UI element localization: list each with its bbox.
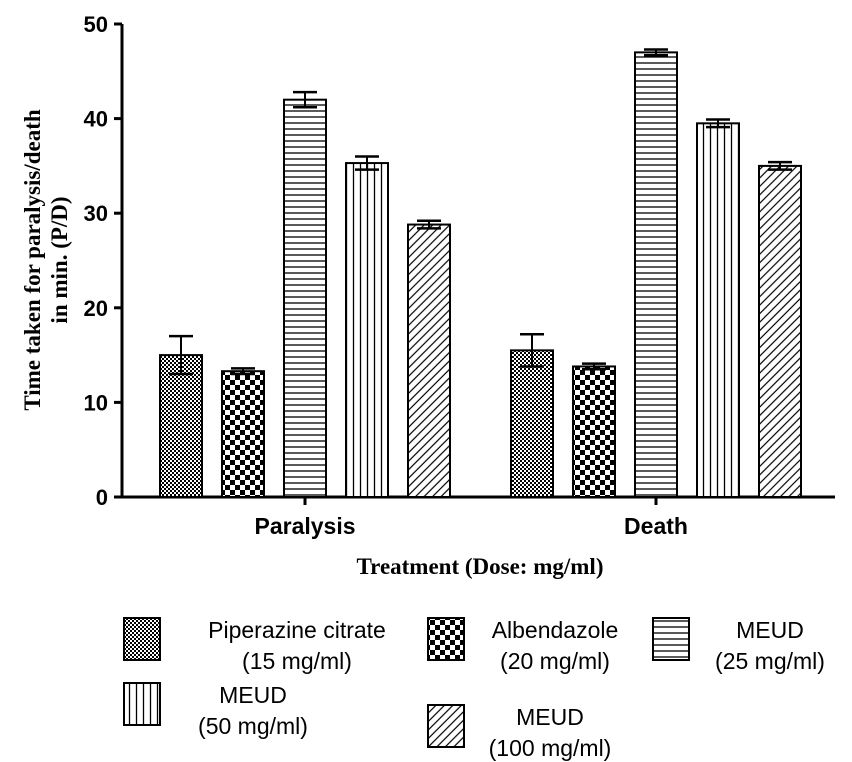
x-axis-title: Treatment (Dose: mg/ml) bbox=[357, 554, 604, 579]
legend-swatch bbox=[123, 682, 161, 726]
bar-death-3 bbox=[634, 51, 678, 498]
category-labels: Paralysis Death bbox=[254, 497, 688, 539]
x-tick-label: Death bbox=[624, 513, 688, 539]
legend-item-4: MEUD (50 mg/ml) bbox=[123, 682, 308, 739]
legend-label: Albendazole bbox=[492, 617, 619, 643]
error-bar-paralysis-4 bbox=[355, 155, 379, 171]
y-tick-label: 50 bbox=[84, 12, 108, 37]
error-bar-death-3 bbox=[644, 48, 668, 57]
legend: Piperazine citrate (15 mg/ml) Albendazole (… bbox=[123, 617, 825, 761]
x-tick-label: Paralysis bbox=[254, 513, 355, 539]
error-bar-paralysis-1 bbox=[169, 334, 193, 376]
y-ticks: 0 10 20 30 40 50 bbox=[84, 12, 122, 510]
error-bar-death-4 bbox=[706, 118, 730, 129]
legend-label: MEUD bbox=[219, 682, 287, 708]
y-tick-label: 30 bbox=[84, 201, 108, 226]
legend-item-1: Piperazine citrate (15 mg/ml) bbox=[123, 617, 386, 674]
legend-item-2: Albendazole (20 mg/ml) bbox=[427, 617, 619, 674]
error-bars bbox=[169, 48, 792, 376]
error-bar-paralysis-3 bbox=[293, 90, 317, 109]
bar-paralysis-2 bbox=[221, 370, 265, 499]
svg-text:in min. (P/D): in min. (P/D) bbox=[47, 196, 72, 323]
legend-label: MEUD bbox=[736, 617, 804, 643]
svg-text:Time taken for paralysis/death: Time taken for paralysis/death bbox=[20, 109, 45, 411]
legend-swatch bbox=[427, 617, 465, 661]
y-tick-label: 0 bbox=[96, 485, 108, 510]
y-tick-label: 10 bbox=[84, 390, 108, 415]
bar-death-4 bbox=[696, 122, 740, 499]
bar-death-2 bbox=[572, 365, 616, 498]
legend-label: (100 mg/ml) bbox=[489, 735, 612, 761]
legend-label: Piperazine citrate bbox=[208, 617, 386, 643]
y-axis-title: Time taken for paralysis/death in min. (… bbox=[20, 109, 72, 411]
bars bbox=[159, 51, 802, 499]
bar-paralysis-3 bbox=[283, 98, 327, 499]
error-bar-death-5 bbox=[768, 160, 792, 171]
bar-paralysis-4 bbox=[345, 162, 389, 498]
legend-label: (15 mg/ml) bbox=[242, 648, 352, 674]
legend-swatch bbox=[652, 617, 690, 661]
error-bar-death-1 bbox=[520, 333, 544, 368]
y-tick-label: 40 bbox=[84, 107, 108, 132]
legend-item-3: MEUD (25 mg/ml) bbox=[652, 617, 825, 674]
bar-paralysis-5 bbox=[407, 223, 451, 498]
legend-label: MEUD bbox=[516, 704, 584, 730]
bar-death-1 bbox=[510, 349, 554, 498]
error-bar-paralysis-2 bbox=[231, 367, 255, 376]
legend-label: (50 mg/ml) bbox=[198, 713, 308, 739]
legend-swatch bbox=[123, 617, 161, 661]
legend-label: (20 mg/ml) bbox=[500, 648, 610, 674]
error-bar-paralysis-5 bbox=[417, 219, 441, 230]
legend-label: (25 mg/ml) bbox=[715, 648, 825, 674]
bar-death-5 bbox=[758, 164, 802, 498]
y-tick-label: 20 bbox=[84, 296, 108, 321]
error-bar-death-2 bbox=[582, 362, 606, 371]
bar-paralysis-1 bbox=[159, 354, 203, 498]
legend-swatch bbox=[427, 704, 465, 748]
legend-item-5: MEUD (100 mg/ml) bbox=[427, 704, 612, 761]
